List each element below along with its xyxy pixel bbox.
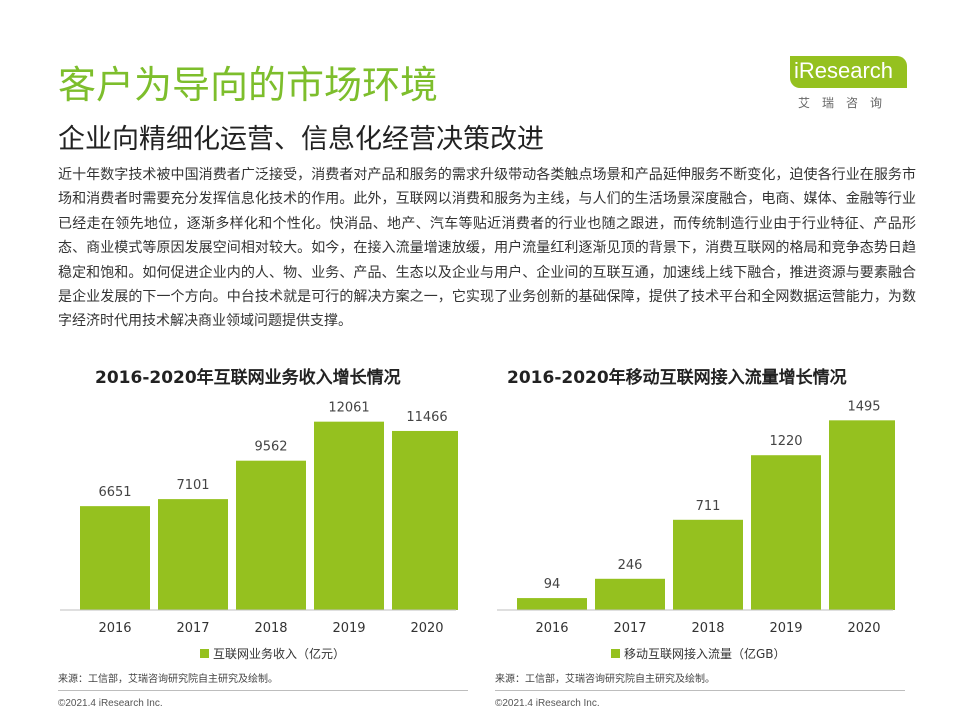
bar-2020 (829, 420, 895, 610)
logo-tab (790, 56, 907, 88)
copyright-left: ©2021.4 iResearch Inc. (58, 698, 163, 709)
bar-2019 (314, 421, 384, 610)
bar-2016 (517, 598, 587, 610)
logo-text: iResearch (794, 58, 894, 83)
page-subtitle: 企业向精细化运营、信息化经营决策改进 (58, 124, 544, 155)
legend-traffic: 移动互联网接入流量（亿GB） (611, 645, 786, 662)
traffic-bar-chart: 94 2016 246 2017 711 2018 1220 2019 1495 2020 (497, 399, 895, 636)
data-label-2017: 246 (618, 558, 643, 573)
footer-divider-right (495, 690, 905, 691)
x-tick-2018: 2018 (254, 621, 287, 636)
revenue-bar-chart: 6651 2016 7101 2017 9562 2018 12061 2019 11466 20… (60, 401, 458, 636)
data-label-2020: 11466 (406, 410, 447, 425)
page-title: 客户为导向的市场环境 (58, 63, 439, 107)
data-label-2017: 7101 (176, 478, 209, 493)
legend-revenue: 互联网业务收入（亿元） (200, 645, 345, 662)
data-label-2018: 711 (696, 499, 721, 514)
data-label-2016: 6651 (98, 485, 131, 500)
legend-swatch-icon (611, 649, 620, 658)
x-tick-2019: 2019 (332, 621, 365, 636)
logo-chinese-text: 艾瑞咨询 (798, 96, 895, 110)
x-tick-2020: 2020 (410, 621, 443, 636)
data-label-2018: 9562 (254, 440, 287, 455)
data-label-2016: 94 (544, 577, 561, 592)
legend-label-traffic: 移动互联网接入流量（亿GB） (624, 647, 786, 661)
x-tick-2019: 2019 (769, 621, 802, 636)
legend-swatch-icon (200, 649, 209, 658)
bar-2019 (751, 455, 821, 610)
bar-2016 (80, 506, 150, 610)
x-tick-2017: 2017 (613, 621, 646, 636)
intro-paragraph: 近十年数字技术被中国消费者广泛接受，消费者对产品和服务的需求升级带动各类触点场景… (58, 167, 916, 330)
bar-2020 (392, 430, 458, 610)
chart-title-revenue: 2016-2020年互联网业务收入增长情况 (95, 368, 401, 388)
bar-2017 (595, 578, 665, 610)
x-tick-2016: 2016 (98, 621, 131, 636)
bar-2018 (673, 519, 743, 610)
chart-title-traffic: 2016-2020年移动互联网接入流量增长情况 (507, 368, 847, 388)
data-label-2020: 1495 (847, 399, 880, 414)
bar-2017 (158, 499, 228, 610)
iresearch-logo: iResearch 艾瑞咨询 (790, 18, 915, 113)
copyright-right: ©2021.4 iResearch Inc. (495, 698, 600, 709)
source-note-right: 来源：工信部，艾瑞咨询研究院自主研究及绘制。 (495, 674, 715, 685)
data-label-2019: 12061 (328, 401, 369, 416)
legend-label-revenue: 互联网业务收入（亿元） (213, 647, 346, 661)
x-tick-2016: 2016 (535, 621, 568, 636)
x-tick-2020: 2020 (847, 621, 880, 636)
bar-2018 (236, 460, 306, 610)
data-label-2019: 1220 (769, 434, 802, 449)
x-tick-2017: 2017 (176, 621, 209, 636)
x-tick-2018: 2018 (691, 621, 724, 636)
source-note-left: 来源：工信部，艾瑞咨询研究院自主研究及绘制。 (58, 674, 278, 685)
footer-divider-left (58, 690, 468, 691)
